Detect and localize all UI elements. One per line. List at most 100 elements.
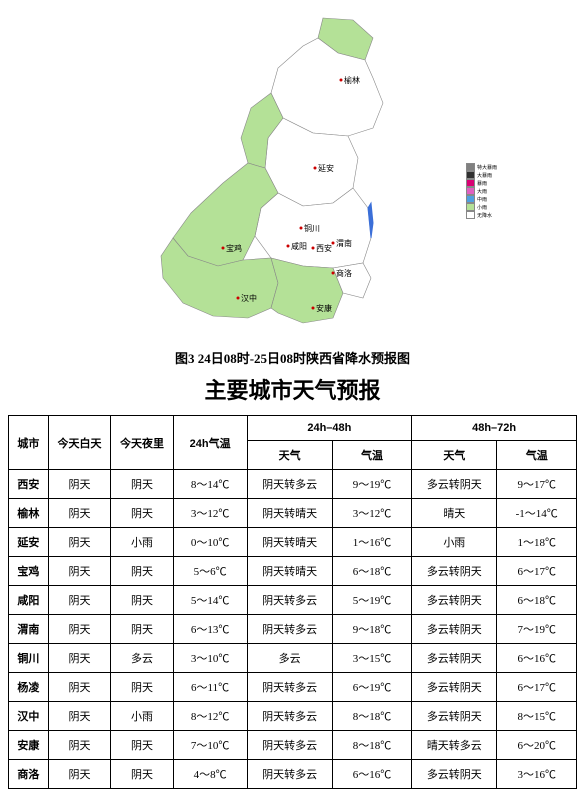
header-row-1: 城市 今天白天 今天夜里 24h气温 24h–48h 48h–72h [9, 416, 577, 441]
table-cell: 9～19℃ [332, 470, 412, 499]
table-cell: 6～18℃ [497, 586, 577, 615]
legend-label: 中雨 [477, 196, 487, 203]
table-cell: 多云转阴天 [412, 615, 497, 644]
table-cell: 阴天 [48, 673, 110, 702]
table-cell: -1～14℃ [497, 499, 577, 528]
table-cell: 7～10℃ [173, 731, 247, 760]
table-cell: 宝鸡 [9, 557, 49, 586]
table-cell: 咸阳 [9, 586, 49, 615]
table-cell: 阴天 [111, 615, 173, 644]
legend-label: 暴雨 [477, 180, 487, 187]
table-cell: 阴天转多云 [247, 673, 332, 702]
legend-row: 大暴雨 [466, 171, 497, 179]
map-legend: 特大暴雨大暴雨暴雨大雨中雨小雨无降水 [466, 163, 497, 219]
table-cell: 0～10℃ [173, 528, 247, 557]
table-row: 西安阴天阴天8～14℃阴天转多云9～19℃多云转阴天9～17℃ [9, 470, 577, 499]
table-cell: 阴天转多云 [247, 470, 332, 499]
table-cell: 阴天转多云 [247, 586, 332, 615]
table-cell: 3～10℃ [173, 644, 247, 673]
legend-label: 特大暴雨 [477, 164, 497, 171]
legend-swatch [466, 179, 475, 187]
legend-swatch [466, 195, 475, 203]
city-label: 宝鸡 [226, 243, 242, 253]
table-cell: 延安 [9, 528, 49, 557]
table-cell: 阴天 [111, 673, 173, 702]
table-row: 咸阳阴天阴天5～14℃阴天转多云5～19℃多云转阴天6～18℃ [9, 586, 577, 615]
th-city: 城市 [9, 416, 49, 470]
table-cell: 6～18℃ [332, 557, 412, 586]
map-caption: 图3 24日08时-25日08时陕西省降水预报图 [8, 348, 577, 367]
table-cell: 8～18℃ [332, 731, 412, 760]
table-cell: 6～16℃ [332, 760, 412, 789]
table-row: 汉中阴天小雨8～12℃阴天转多云8～18℃多云转阴天8～15℃ [9, 702, 577, 731]
table-cell: 多云转阴天 [412, 470, 497, 499]
table-cell: 晴天转多云 [412, 731, 497, 760]
legend-label: 大雨 [477, 188, 487, 195]
table-cell: 小雨 [111, 702, 173, 731]
forecast-tbody: 西安阴天阴天8～14℃阴天转多云9～19℃多云转阴天9～17℃榆林阴天阴天3～1… [9, 470, 577, 789]
table-cell: 阴天 [48, 499, 110, 528]
table-cell: 阴天 [111, 557, 173, 586]
table-cell: 渭南 [9, 615, 49, 644]
th-weather-48: 天气 [247, 441, 332, 470]
table-cell: 6～19℃ [332, 673, 412, 702]
table-cell: 6～11℃ [173, 673, 247, 702]
city-dot [299, 227, 302, 230]
table-cell: 杨凌 [9, 673, 49, 702]
table-cell: 5～19℃ [332, 586, 412, 615]
table-cell: 6～17℃ [497, 673, 577, 702]
th-today-night: 今天夜里 [111, 416, 173, 470]
map-figure: 榆林延安铜川咸阳西安渭南宝鸡商洛汉中安康 特大暴雨大暴雨暴雨大雨中雨小雨无降水 [8, 8, 577, 338]
table-cell: 3～12℃ [173, 499, 247, 528]
th-24h-temp: 24h气温 [173, 416, 247, 470]
table-cell: 9～17℃ [497, 470, 577, 499]
city-dot [331, 272, 334, 275]
table-row: 安康阴天阴天7～10℃阴天转多云8～18℃晴天转多云6～20℃ [9, 731, 577, 760]
table-cell: 晴天 [412, 499, 497, 528]
table-cell: 多云转阴天 [412, 644, 497, 673]
table-cell: 多云转阴天 [412, 702, 497, 731]
city-label: 汉中 [241, 293, 257, 303]
table-cell: 多云转阴天 [412, 673, 497, 702]
table-row: 渭南阴天阴天6～13℃阴天转多云9～18℃多云转阴天7～19℃ [9, 615, 577, 644]
legend-swatch [466, 187, 475, 195]
legend-swatch [466, 171, 475, 179]
table-cell: 铜川 [9, 644, 49, 673]
table-cell: 9～18℃ [332, 615, 412, 644]
th-weather-72: 天气 [412, 441, 497, 470]
table-cell: 阴天 [111, 731, 173, 760]
table-cell: 阴天 [48, 528, 110, 557]
table-cell: 5～6℃ [173, 557, 247, 586]
table-cell: 阴天转晴天 [247, 528, 332, 557]
city-label: 铜川 [304, 223, 320, 233]
table-cell: 阴天转晴天 [247, 499, 332, 528]
city-label: 延安 [318, 163, 334, 173]
city-label: 商洛 [336, 268, 352, 278]
table-row: 杨凌阴天阴天6～11℃阴天转多云6～19℃多云转阴天6～17℃ [9, 673, 577, 702]
city-label: 咸阳 [291, 241, 307, 251]
table-cell: 汉中 [9, 702, 49, 731]
table-cell: 多云转阴天 [412, 557, 497, 586]
th-period-48: 24h–48h [247, 416, 412, 441]
th-period-72: 48h–72h [412, 416, 577, 441]
legend-row: 特大暴雨 [466, 163, 497, 171]
table-cell: 1～18℃ [497, 528, 577, 557]
table-cell: 6～20℃ [497, 731, 577, 760]
table-row: 宝鸡阴天阴天5～6℃阴天转晴天6～18℃多云转阴天6～17℃ [9, 557, 577, 586]
table-cell: 阴天 [48, 760, 110, 789]
city-label: 安康 [316, 303, 332, 313]
table-cell: 阴天 [111, 760, 173, 789]
table-cell: 3～12℃ [332, 499, 412, 528]
table-cell: 阴天 [48, 586, 110, 615]
section-title: 主要城市天气预报 [8, 373, 577, 405]
legend-row: 暴雨 [466, 179, 497, 187]
table-cell: 阴天 [111, 586, 173, 615]
shaanxi-map: 榆林延安铜川咸阳西安渭南宝鸡商洛汉中安康 [143, 8, 443, 338]
table-cell: 4～8℃ [173, 760, 247, 789]
table-cell: 阴天 [48, 702, 110, 731]
legend-row: 小雨 [466, 203, 497, 211]
table-cell: 阴天 [111, 470, 173, 499]
city-label: 渭南 [336, 238, 352, 248]
legend-swatch [466, 203, 475, 211]
legend-label: 小雨 [477, 204, 487, 211]
